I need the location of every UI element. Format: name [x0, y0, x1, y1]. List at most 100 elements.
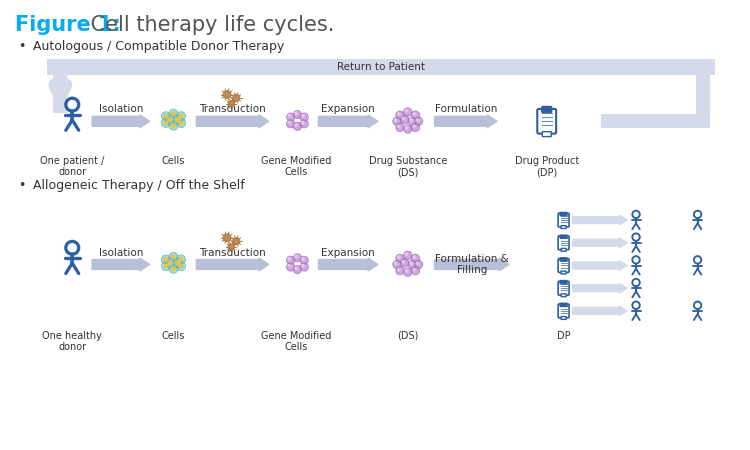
Circle shape [410, 262, 413, 265]
FancyArrow shape [434, 115, 497, 128]
Circle shape [396, 254, 404, 263]
FancyArrow shape [92, 258, 150, 271]
Circle shape [176, 112, 186, 121]
Circle shape [417, 119, 421, 123]
Circle shape [161, 261, 170, 271]
Circle shape [288, 265, 291, 267]
Circle shape [302, 122, 306, 126]
Circle shape [169, 109, 178, 118]
Circle shape [398, 125, 400, 127]
FancyArrow shape [196, 115, 268, 128]
FancyBboxPatch shape [558, 213, 569, 227]
Circle shape [179, 122, 183, 125]
FancyArrow shape [319, 115, 378, 128]
Circle shape [296, 256, 299, 260]
Circle shape [403, 261, 406, 265]
Circle shape [395, 263, 399, 266]
Text: Gene Modified
Cells: Gene Modified Cells [262, 331, 332, 352]
Text: Allogeneic Therapy / Off the Shelf: Allogeneic Therapy / Off the Shelf [32, 179, 245, 192]
Circle shape [289, 115, 292, 119]
Text: DP: DP [556, 331, 571, 341]
Circle shape [411, 266, 420, 275]
Text: Autologous / Compatible Donor Therapy: Autologous / Compatible Donor Therapy [32, 40, 284, 53]
Circle shape [398, 113, 402, 117]
Circle shape [300, 263, 308, 271]
Text: Isolation: Isolation [99, 104, 143, 114]
Circle shape [411, 123, 420, 132]
Circle shape [404, 268, 412, 276]
Circle shape [164, 122, 167, 125]
Circle shape [411, 111, 420, 119]
Circle shape [396, 111, 404, 119]
Circle shape [414, 117, 423, 126]
FancyBboxPatch shape [560, 212, 567, 216]
Circle shape [232, 94, 240, 101]
Circle shape [403, 118, 406, 122]
Circle shape [404, 251, 412, 260]
Circle shape [413, 256, 416, 258]
Circle shape [402, 261, 405, 263]
Circle shape [396, 123, 404, 132]
FancyBboxPatch shape [561, 316, 566, 319]
Circle shape [288, 122, 291, 124]
Text: Gene Modified
Cells: Gene Modified Cells [262, 156, 332, 177]
Circle shape [169, 118, 172, 122]
Circle shape [293, 266, 302, 274]
Text: Drug Substance
(DS): Drug Substance (DS) [368, 156, 447, 177]
Circle shape [293, 110, 302, 119]
Text: Isolation: Isolation [99, 248, 143, 257]
Circle shape [302, 115, 306, 119]
FancyArrow shape [319, 258, 378, 271]
Text: (DS): (DS) [397, 331, 418, 341]
FancyBboxPatch shape [542, 107, 552, 112]
Circle shape [232, 238, 240, 244]
FancyBboxPatch shape [560, 258, 567, 261]
FancyArrow shape [572, 238, 627, 248]
Circle shape [300, 113, 308, 122]
FancyBboxPatch shape [561, 226, 566, 229]
FancyArrow shape [572, 283, 627, 293]
FancyBboxPatch shape [560, 235, 567, 238]
Circle shape [288, 115, 291, 117]
Circle shape [396, 266, 404, 275]
Circle shape [404, 125, 412, 133]
Circle shape [176, 118, 186, 128]
Circle shape [416, 262, 419, 265]
Circle shape [393, 117, 401, 126]
Text: Formulation: Formulation [435, 104, 497, 114]
Circle shape [413, 256, 418, 260]
Circle shape [176, 261, 179, 265]
FancyBboxPatch shape [561, 248, 566, 251]
Circle shape [302, 258, 306, 262]
Text: •: • [18, 40, 25, 53]
Circle shape [413, 268, 416, 270]
Circle shape [176, 118, 179, 122]
Circle shape [393, 260, 401, 269]
Circle shape [406, 270, 408, 272]
Circle shape [406, 110, 410, 114]
Circle shape [228, 101, 234, 107]
Circle shape [172, 124, 176, 127]
Circle shape [179, 265, 183, 268]
Circle shape [398, 256, 400, 258]
Circle shape [413, 126, 418, 130]
Circle shape [398, 268, 400, 270]
Circle shape [417, 263, 421, 266]
Circle shape [398, 113, 400, 115]
Circle shape [295, 124, 298, 126]
Circle shape [289, 258, 292, 262]
Circle shape [173, 115, 182, 124]
FancyBboxPatch shape [558, 259, 569, 272]
Circle shape [164, 258, 167, 261]
Circle shape [173, 258, 182, 267]
FancyBboxPatch shape [558, 281, 569, 295]
Text: Figure 1:: Figure 1: [15, 15, 121, 35]
FancyBboxPatch shape [537, 109, 556, 134]
Circle shape [295, 112, 298, 115]
FancyArrow shape [92, 115, 150, 128]
Circle shape [224, 234, 231, 242]
Circle shape [164, 265, 167, 268]
Circle shape [398, 256, 402, 260]
Circle shape [302, 122, 304, 124]
Circle shape [410, 263, 414, 266]
